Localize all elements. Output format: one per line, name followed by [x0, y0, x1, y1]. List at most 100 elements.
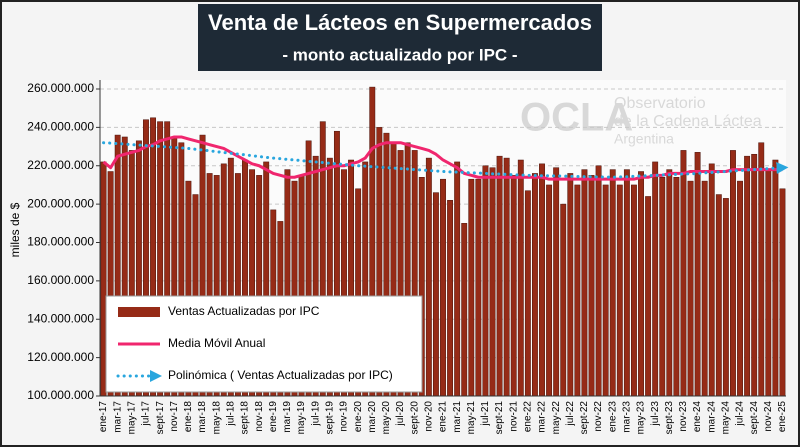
bar	[319, 121, 326, 396]
bar	[602, 184, 609, 396]
bar	[666, 169, 673, 396]
x-tick-label: sept-20	[409, 401, 420, 435]
bar	[532, 173, 538, 396]
x-tick-label: nov-17	[169, 401, 180, 432]
bar	[305, 140, 312, 396]
bar	[553, 167, 560, 396]
bar	[772, 159, 779, 396]
watermark-line: Observatorio	[614, 95, 706, 112]
x-tick-label: mar-23	[622, 401, 633, 433]
bar	[178, 142, 185, 396]
x-tick-label: jul-20	[395, 401, 406, 427]
bar	[496, 155, 503, 396]
bar	[482, 165, 489, 396]
x-tick-label: sept-23	[664, 401, 675, 435]
x-tick-label: sept-24	[749, 401, 760, 435]
bar	[687, 180, 694, 396]
y-tick-label: 140.000.000	[27, 311, 94, 325]
bar	[383, 132, 390, 396]
bar	[468, 178, 475, 396]
bar	[440, 178, 446, 396]
bar	[107, 171, 114, 396]
x-tick-label: nov-18	[254, 401, 265, 432]
x-tick-label: ene-19	[268, 401, 279, 433]
x-tick-label: mar-24	[706, 401, 717, 433]
title-box	[198, 4, 602, 71]
x-tick-label: ene-21	[438, 401, 449, 433]
bar	[539, 163, 545, 396]
bar	[411, 150, 418, 396]
x-tick-label: ene-23	[607, 401, 618, 433]
bar	[779, 188, 786, 396]
bar	[114, 134, 121, 396]
bar	[234, 173, 241, 396]
bar	[199, 134, 206, 396]
bar	[524, 190, 531, 396]
bar	[432, 192, 439, 396]
bar	[645, 196, 652, 396]
bar	[567, 173, 574, 396]
bar	[256, 175, 263, 396]
bar	[475, 178, 482, 396]
bar	[121, 136, 128, 396]
legend-label: Media Móvil Anual	[168, 336, 265, 350]
bar	[249, 169, 255, 396]
x-tick-label: jul-23	[650, 401, 661, 427]
bar	[326, 157, 333, 396]
bar	[447, 200, 454, 396]
x-tick-label: nov-22	[593, 401, 604, 432]
bar	[517, 159, 524, 396]
bar	[362, 161, 369, 396]
bar	[722, 198, 729, 396]
x-tick-label: may-24	[721, 401, 732, 435]
bar	[312, 155, 319, 396]
bar	[652, 161, 659, 396]
x-tick-label: nov-24	[763, 401, 774, 432]
bar	[192, 194, 199, 396]
bar	[708, 163, 715, 396]
legend-swatch	[118, 307, 160, 317]
x-tick-label: may-17	[126, 401, 137, 435]
x-tick-label: ene-20	[353, 401, 364, 433]
bar	[510, 175, 517, 396]
bar	[680, 150, 687, 396]
x-tick-label: mar-19	[282, 401, 293, 433]
x-tick-label: ene-22	[523, 401, 534, 433]
bar	[425, 157, 432, 396]
bar	[638, 171, 644, 396]
bar	[185, 180, 192, 396]
x-tick-label: mar-17	[112, 401, 123, 433]
x-tick-label: nov-20	[423, 401, 434, 432]
bar	[581, 169, 588, 396]
legend-label: Polinómica ( Ventas Actualizadas por IPC…	[168, 368, 393, 382]
bar	[333, 130, 340, 396]
bar	[461, 223, 468, 396]
bar	[489, 167, 496, 396]
x-tick-label: mar-18	[197, 401, 208, 433]
bar	[701, 180, 708, 396]
watermark-line: de la Cadena Láctea	[614, 113, 762, 130]
x-tick-label: mar-20	[367, 401, 378, 433]
bar	[744, 155, 751, 396]
bar	[595, 165, 602, 396]
y-tick-label: 260.000.000	[27, 81, 94, 95]
x-tick-label: ene-17	[98, 401, 109, 433]
x-tick-label: may-22	[551, 401, 562, 435]
x-tick-label: may-18	[211, 401, 222, 435]
x-tick-label: may-20	[381, 401, 392, 435]
bar	[609, 169, 616, 396]
x-tick-label: ene-24	[692, 401, 703, 433]
bar	[220, 163, 227, 396]
bar	[673, 177, 680, 396]
x-tick-label: sept-19	[324, 401, 335, 435]
y-tick-label: 200.000.000	[27, 196, 94, 210]
x-tick-label: ene-25	[777, 401, 788, 433]
bar	[348, 159, 354, 396]
bar	[164, 121, 171, 396]
x-tick-label: jul-17	[141, 401, 152, 427]
bar	[737, 180, 743, 396]
x-tick-label: may-21	[466, 401, 477, 435]
watermark: OCLA Observatorio de la Cadena Láctea Ar…	[520, 95, 762, 146]
bar	[623, 169, 630, 396]
y-tick-label: 180.000.000	[27, 235, 94, 249]
